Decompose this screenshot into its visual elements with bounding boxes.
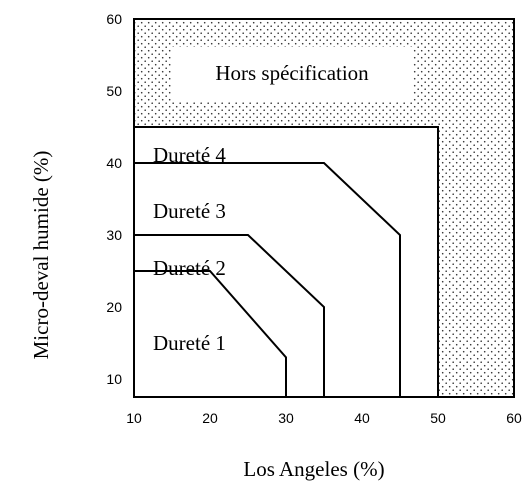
hardness-4-label: Dureté 4 bbox=[153, 143, 226, 167]
within-spec-area bbox=[133, 126, 439, 398]
x-tick-label: 50 bbox=[430, 410, 446, 426]
x-axis-ticks: 10 20 30 40 50 60 bbox=[126, 410, 522, 426]
y-tick-label: 50 bbox=[106, 83, 122, 99]
hardness-3-label: Dureté 3 bbox=[153, 199, 226, 223]
out-of-spec-label: Hors spécification bbox=[215, 61, 369, 85]
hardness-1-boundary bbox=[134, 270, 287, 397]
x-tick-label: 60 bbox=[506, 410, 522, 426]
hardness-2-label: Dureté 2 bbox=[153, 256, 226, 280]
zone-boundaries bbox=[134, 162, 401, 397]
y-axis-title: Micro-deval humide (%) bbox=[29, 151, 53, 360]
y-tick-label: 10 bbox=[106, 371, 122, 387]
hardness-1-label: Dureté 1 bbox=[153, 331, 226, 355]
y-tick-label: 30 bbox=[106, 227, 122, 243]
y-tick-label: 20 bbox=[106, 299, 122, 315]
y-tick-label: 60 bbox=[106, 11, 122, 27]
plot-frame bbox=[133, 18, 515, 398]
x-tick-label: 20 bbox=[202, 410, 218, 426]
y-axis-ticks: 10 20 30 40 50 60 bbox=[106, 11, 122, 387]
x-tick-label: 40 bbox=[354, 410, 370, 426]
hardness-2-boundary bbox=[134, 234, 325, 397]
out-of-spec-label-background bbox=[172, 47, 412, 102]
x-tick-label: 30 bbox=[278, 410, 294, 426]
y-tick-label: 40 bbox=[106, 155, 122, 171]
hardness-3-boundary bbox=[134, 162, 401, 397]
x-axis-title: Los Angeles (%) bbox=[243, 457, 384, 481]
x-tick-label: 10 bbox=[126, 410, 142, 426]
